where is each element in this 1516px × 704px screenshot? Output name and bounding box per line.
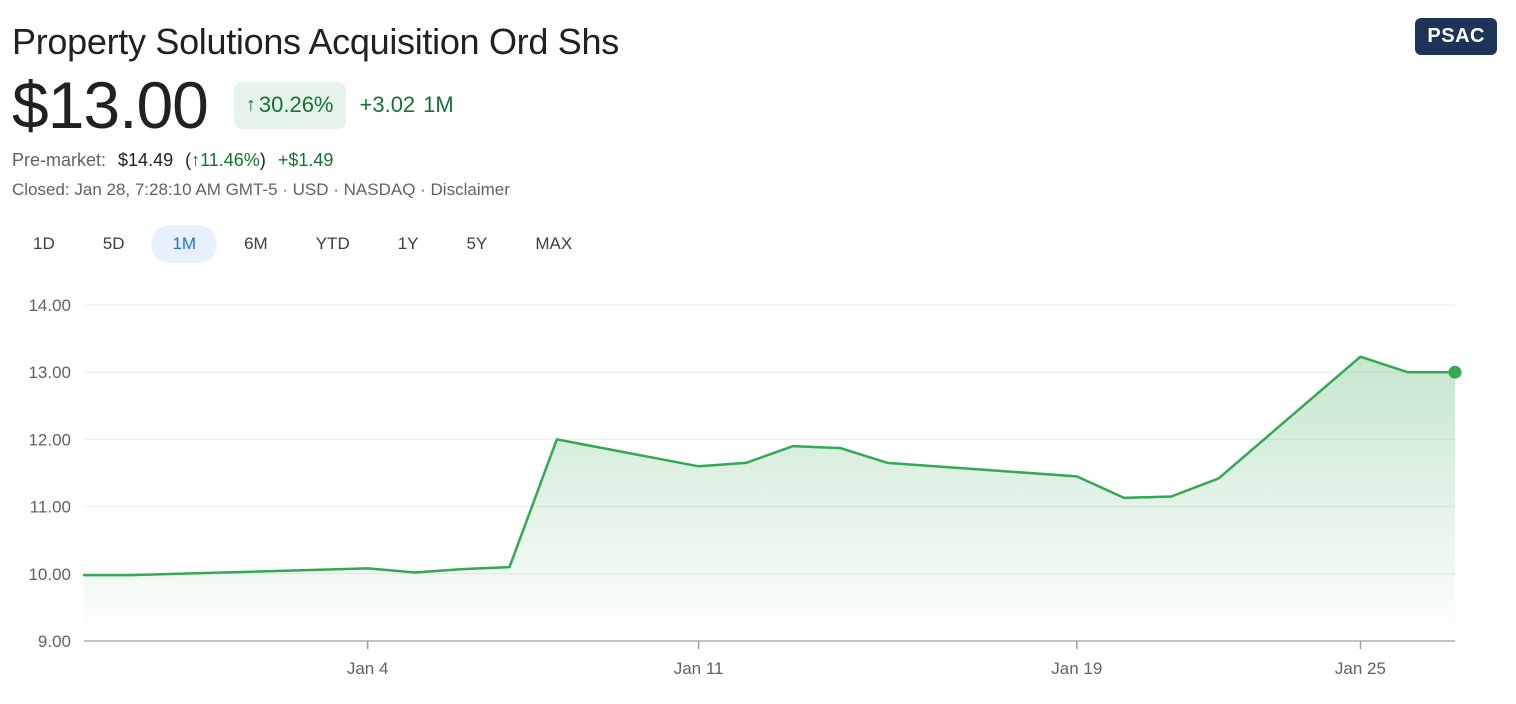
y-tick-label: 12.00 <box>28 430 71 449</box>
range-tab-max[interactable]: MAX <box>535 234 573 253</box>
arrow-up-icon: ↑ <box>191 150 201 170</box>
x-tick-label: Jan 19 <box>1051 659 1102 678</box>
premarket-label: Pre-market: <box>12 150 107 170</box>
x-tick-label: Jan 25 <box>1335 659 1386 678</box>
price-line <box>82 355 1457 577</box>
x-tick-label: Jan 11 <box>674 659 724 678</box>
premarket-row: Pre-market: $14.49 (↑11.46%) +$1.49 <box>12 148 333 172</box>
price-row: $13.00 ↑ 30.26% +3.02 1M <box>12 70 454 140</box>
y-tick-label: 10.00 <box>28 565 71 584</box>
change-percent-badge: ↑ 30.26% <box>233 81 346 129</box>
ticker-badge[interactable]: PSAC <box>1415 18 1497 55</box>
range-tab-6m[interactable]: 6M <box>244 234 268 253</box>
y-tick-label: 11.00 <box>30 498 71 517</box>
range-tab-5y[interactable]: 5Y <box>466 234 488 253</box>
range-tab-1y[interactable]: 1Y <box>397 234 419 253</box>
range-tab-ytd[interactable]: YTD <box>315 234 350 253</box>
change-period: 1M <box>423 92 454 117</box>
current-price: $13.00 <box>12 68 209 142</box>
y-tick-label: 9.00 <box>38 632 71 651</box>
range-tab-1d[interactable]: 1D <box>33 234 55 253</box>
range-tab-5d[interactable]: 5D <box>102 234 125 253</box>
current-price-dot <box>1448 365 1462 379</box>
premarket-price: $14.49 <box>118 150 174 170</box>
market-status: Closed: Jan 28, 7:28:10 AM GMT-5 · USD ·… <box>12 180 510 199</box>
y-tick-label: 13.00 <box>28 363 71 382</box>
y-tick-label: 14.00 <box>28 296 71 315</box>
range-tab-1m[interactable]: 1M <box>151 225 218 263</box>
range-selector: 1D 5D 1M 6M YTD 1Y 5Y MAX <box>12 225 599 263</box>
price-area <box>84 356 1455 641</box>
change-absolute: +3.02 <box>359 92 416 117</box>
company-title: Property Solutions Acquisition Ord Shs <box>12 21 619 62</box>
arrow-up-icon: ↑ <box>245 93 256 116</box>
change-percent-value: 30.26% <box>258 92 334 117</box>
x-tick-label: Jan 4 <box>347 659 389 678</box>
price-chart[interactable]: 14.00 13.00 12.00 11.00 10.00 9.00 Jan 4 Jan 1… <box>0 285 1516 695</box>
premarket-change: +$1.49 <box>277 150 334 170</box>
premarket-percent: (↑11.46%) <box>185 150 266 170</box>
premarket-percent-value: 11.46% <box>200 150 260 170</box>
